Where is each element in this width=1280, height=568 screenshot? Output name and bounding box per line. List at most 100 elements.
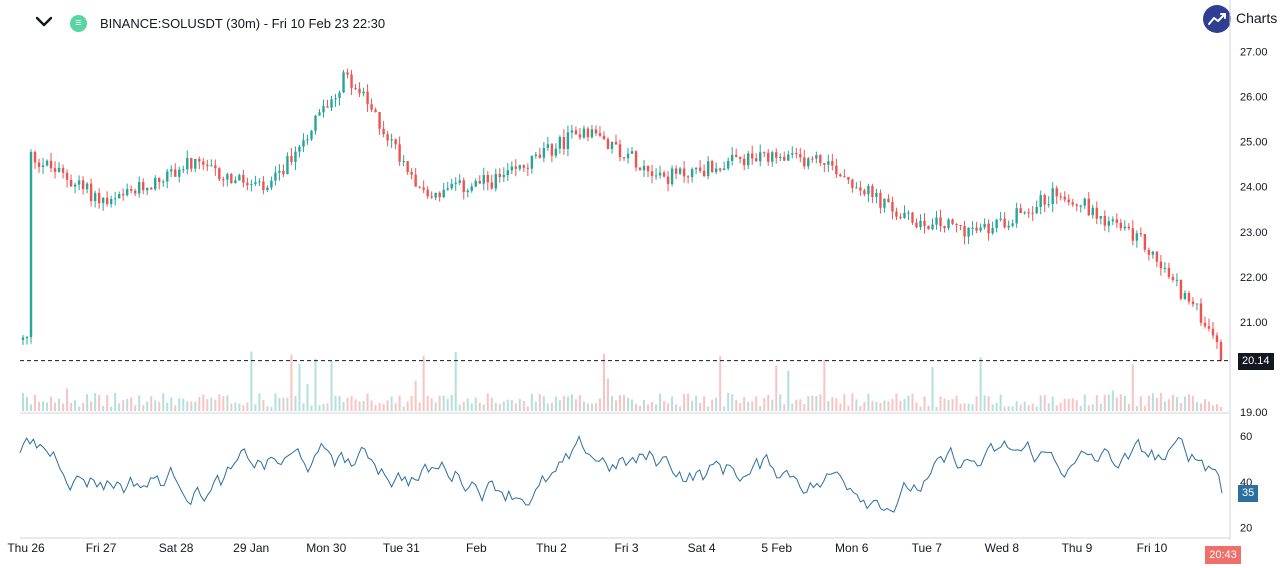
volume-bar (506, 399, 509, 411)
volume-bar (470, 403, 473, 411)
candle-body (81, 180, 85, 190)
candle-body (759, 152, 762, 162)
volume-bar (1187, 394, 1190, 411)
volume-bar (931, 366, 934, 411)
candle-body (542, 147, 546, 158)
candle-body (418, 186, 421, 188)
volume-bar (851, 393, 854, 411)
volume-bar (206, 399, 209, 411)
candle-body (1039, 195, 1042, 207)
volume-bar (879, 402, 882, 411)
volume-bar (26, 397, 29, 411)
candle-body (867, 186, 870, 195)
volume-bar (1127, 403, 1130, 411)
volume-bar (374, 405, 377, 411)
candle-body (650, 171, 654, 176)
volume-bar (270, 406, 273, 411)
volume-bar (302, 403, 305, 411)
volume-bar (1011, 406, 1014, 411)
volume-bar (735, 399, 738, 411)
volume-bar (530, 393, 533, 411)
candle-body (963, 226, 966, 237)
volume-bar (30, 404, 33, 411)
candle-body (410, 171, 413, 175)
volume-bar (643, 400, 646, 411)
candle-body (698, 167, 702, 171)
volume-bar (639, 405, 642, 411)
volume-bar (366, 393, 369, 411)
candle-body (1063, 196, 1066, 200)
candle-body (839, 174, 842, 177)
candle-body (911, 212, 914, 223)
trend-up-icon[interactable] (1203, 5, 1231, 33)
volume-bar (1215, 404, 1218, 411)
candle-body (1179, 279, 1183, 299)
candle-body (1187, 292, 1191, 302)
volume-bar (562, 395, 565, 411)
chevron-down-icon[interactable] (34, 14, 54, 30)
candle-body (534, 154, 538, 157)
volume-bar (903, 399, 906, 411)
candle-body (526, 167, 530, 169)
volume-bar (558, 400, 561, 411)
volume-bar (150, 396, 153, 411)
candle-body (386, 134, 389, 141)
volume-bar (602, 353, 605, 411)
candle-body (1011, 223, 1014, 226)
candle-body (170, 169, 173, 172)
volume-bar (627, 397, 630, 411)
candle-body (678, 168, 682, 174)
volume-bar (90, 401, 93, 411)
candle-body (1107, 221, 1111, 226)
volume-bar (130, 397, 133, 411)
volume-bar (162, 393, 165, 411)
volume-bar (715, 397, 718, 411)
candle-body (815, 155, 818, 159)
candle-body (931, 224, 934, 230)
volume-bar (1059, 402, 1062, 411)
candle-body (1159, 261, 1163, 269)
candle-body (1055, 188, 1058, 197)
candle-body (210, 165, 213, 167)
candle-body (174, 169, 177, 177)
volume-bar (995, 402, 998, 411)
candle-body (734, 154, 738, 157)
candle-body (330, 99, 333, 108)
candle-body (602, 135, 606, 140)
candle-body (370, 104, 373, 110)
volume-bar (482, 404, 485, 411)
candle-body (915, 222, 918, 228)
volume-bar (835, 398, 838, 411)
volume-bar (50, 396, 53, 411)
volume-bar (538, 394, 541, 411)
volume-bar (915, 402, 918, 411)
candle-body (1131, 228, 1135, 241)
candle-body (1067, 199, 1070, 203)
volume-bar (1071, 398, 1074, 411)
volume-bar (326, 403, 329, 411)
volume-bar (1095, 394, 1098, 411)
volume-bar (655, 404, 658, 411)
volume-bar (434, 402, 437, 411)
candle-body (1123, 226, 1127, 229)
candle-body (190, 158, 193, 169)
volume-bar (779, 394, 782, 411)
candle-body (558, 137, 562, 149)
volume-bar (1063, 398, 1066, 411)
candle-body (570, 130, 574, 133)
volume-pane (22, 351, 1222, 411)
volume-bar (282, 397, 285, 411)
volume-bar (1047, 403, 1050, 411)
candle-body (738, 156, 742, 159)
brand-label[interactable]: Charts (1236, 10, 1278, 26)
candle-body (971, 227, 974, 229)
volume-bar (610, 396, 613, 411)
volume-bar (442, 395, 445, 411)
candle-body (642, 165, 646, 171)
volume-bar (771, 399, 774, 411)
candle-body (306, 139, 309, 141)
candle-body (771, 152, 774, 162)
volume-bar (474, 397, 477, 411)
volume-bar (923, 396, 926, 411)
